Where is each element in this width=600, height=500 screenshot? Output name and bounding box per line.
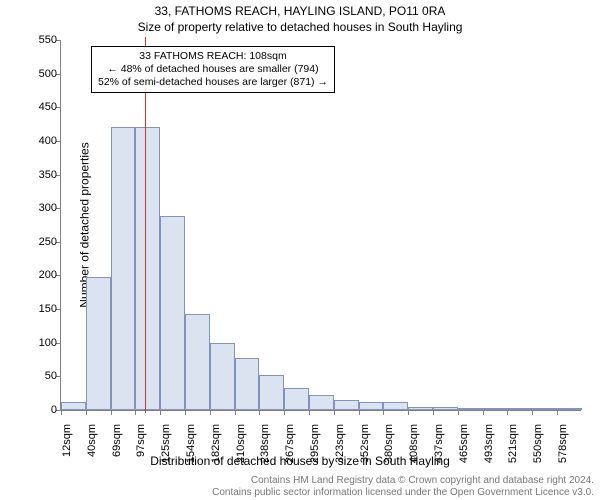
xtick-mark	[532, 410, 533, 415]
chart-title-main: 33, FATHOMS REACH, HAYLING ISLAND, PO11 …	[0, 4, 600, 18]
ytick-label: 200	[21, 269, 57, 281]
histogram-bar	[458, 408, 483, 410]
xtick-mark	[259, 410, 260, 415]
ytick-label: 450	[21, 101, 57, 113]
xtick-mark	[86, 410, 87, 415]
plot-area: 05010015020025030035040045050055012sqm40…	[60, 40, 581, 411]
xtick-mark	[111, 410, 112, 415]
annotation-line: 33 FATHOMS REACH: 108sqm	[98, 50, 328, 63]
xtick-mark	[284, 410, 285, 415]
histogram-bar	[532, 408, 557, 410]
histogram-bar	[507, 408, 532, 410]
histogram-bar	[235, 358, 260, 410]
ytick-label: 150	[21, 303, 57, 315]
xtick-mark	[433, 410, 434, 415]
xtick-mark	[359, 410, 360, 415]
xtick-mark	[557, 410, 558, 415]
annotation-line: ← 48% of detached houses are smaller (79…	[98, 63, 328, 76]
ytick-label: 400	[21, 135, 57, 147]
xtick-mark	[135, 410, 136, 415]
ytick-label: 500	[21, 68, 57, 80]
ytick-label: 0	[21, 404, 57, 416]
chart-container: 33, FATHOMS REACH, HAYLING ISLAND, PO11 …	[0, 0, 600, 500]
footer-line-2: Contains public sector information licen…	[212, 487, 594, 498]
histogram-bar	[111, 127, 136, 410]
x-axis-label: Distribution of detached houses by size …	[0, 454, 600, 468]
histogram-bar	[284, 388, 309, 410]
ytick-label: 100	[21, 337, 57, 349]
xtick-mark	[483, 410, 484, 415]
histogram-bar	[160, 216, 185, 410]
ytick-label: 350	[21, 169, 57, 181]
histogram-bar	[334, 400, 359, 410]
footer-line-1: Contains HM Land Registry data © Crown c…	[251, 475, 594, 486]
xtick-mark	[160, 410, 161, 415]
histogram-bar	[259, 375, 284, 410]
histogram-bar	[359, 402, 384, 410]
xtick-mark	[61, 410, 62, 415]
histogram-bar	[86, 277, 111, 410]
xtick-mark	[334, 410, 335, 415]
histogram-bar	[185, 314, 210, 410]
annotation-box: 33 FATHOMS REACH: 108sqm← 48% of detache…	[91, 46, 335, 93]
histogram-bar	[309, 395, 334, 410]
histogram-bar	[483, 408, 508, 410]
histogram-bar	[433, 407, 458, 410]
xtick-mark	[185, 410, 186, 415]
annotation-line: 52% of semi-detached houses are larger (…	[98, 76, 328, 89]
chart-title-sub: Size of property relative to detached ho…	[0, 20, 600, 34]
xtick-mark	[309, 410, 310, 415]
histogram-bar	[210, 343, 235, 410]
ytick-label: 300	[21, 202, 57, 214]
xtick-mark	[210, 410, 211, 415]
xtick-mark	[458, 410, 459, 415]
xtick-mark	[408, 410, 409, 415]
histogram-bar	[557, 408, 582, 410]
histogram-bar	[61, 402, 86, 410]
xtick-mark	[383, 410, 384, 415]
ytick-label: 250	[21, 236, 57, 248]
xtick-mark	[507, 410, 508, 415]
xtick-mark	[235, 410, 236, 415]
histogram-bar	[383, 402, 408, 410]
ytick-label: 50	[21, 370, 57, 382]
reference-line	[145, 37, 146, 413]
histogram-bar	[408, 407, 433, 410]
histogram-bar	[135, 127, 160, 410]
ytick-label: 550	[21, 34, 57, 46]
